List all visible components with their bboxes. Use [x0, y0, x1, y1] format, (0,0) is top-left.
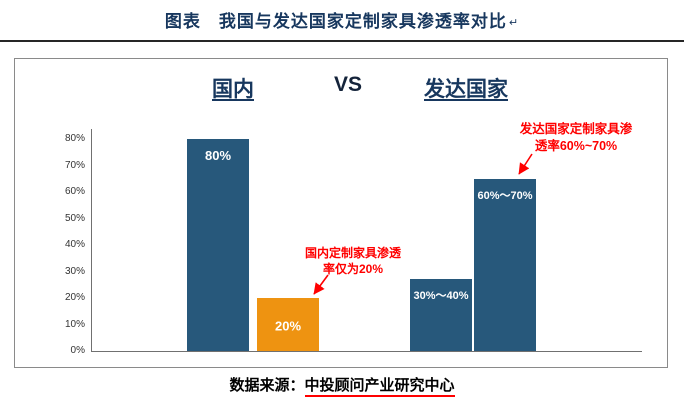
annotation-domestic: 国内定制家具渗透 率仅为20%	[304, 246, 401, 277]
bar-value-label: 30%～40%	[413, 290, 469, 302]
header-vs-label: VS	[333, 73, 363, 96]
bar-developed-60-70: 60%～70%	[474, 179, 536, 351]
y-axis-tick-labels: 80% 70% 60% 50% 40% 30% 20% 10% 0%	[41, 133, 85, 357]
bar-developed-30-40: 30%～40%	[410, 279, 472, 351]
source-caption: 数据来源：中投顾问产业研究中心	[0, 374, 684, 397]
bar-domestic-80: 80%	[187, 139, 249, 351]
header-domestic-label: 国内	[212, 78, 254, 101]
source-name: 中投顾问产业研究中心	[304, 377, 455, 397]
header-developed-label: 发达国家	[424, 78, 508, 101]
y-tick-80: 80%	[64, 133, 85, 144]
bar-value-label: 60%～70%	[477, 190, 533, 202]
bar-value-label: 20%	[274, 317, 302, 333]
chart-container: 国内 VS 发达国家 80% 70% 60% 50% 40% 30% 20% 1…	[14, 58, 668, 368]
y-tick-70: 70%	[64, 159, 85, 171]
y-tick-40: 40%	[64, 239, 85, 250]
y-tick-0: 0%	[70, 345, 85, 356]
annotation-developed: 发达国家定制家具渗 透率60%~70%	[519, 122, 633, 153]
source-prefix: 数据来源：	[229, 377, 305, 394]
bar-domestic-20: 20%	[257, 298, 319, 351]
page-title: 图表 我国与发达国家定制家具渗透率对比 ↵	[0, 7, 684, 32]
y-tick-20: 20%	[64, 292, 85, 303]
y-tick-50: 50%	[64, 212, 85, 224]
y-tick-30: 30%	[64, 265, 85, 277]
plot-area: 80% 20% 30%～40% 60%～70%	[91, 129, 642, 352]
page-title-text: 图表 我国与发达国家定制家具渗透率对比	[164, 12, 507, 31]
paragraph-mark-icon: ↵	[508, 17, 520, 30]
title-divider	[0, 40, 684, 42]
bar-value-label: 80%	[204, 148, 232, 163]
y-tick-10: 10%	[64, 318, 85, 330]
y-tick-60: 60%	[64, 186, 85, 197]
